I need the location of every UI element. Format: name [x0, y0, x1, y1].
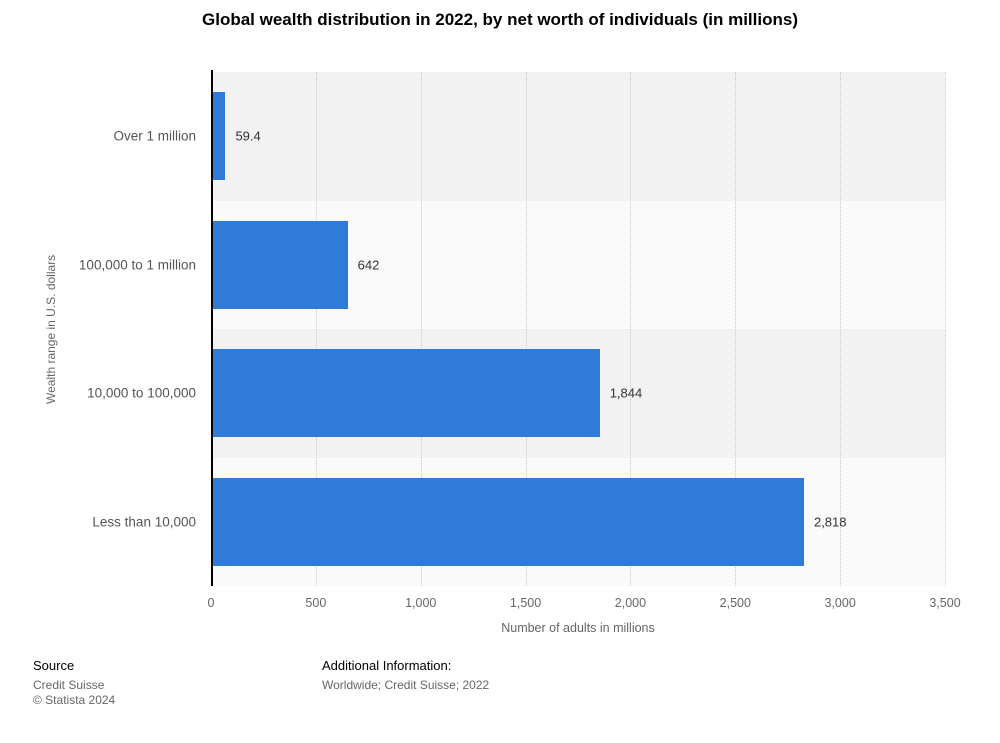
bar	[213, 477, 804, 566]
gridline	[735, 72, 737, 586]
x-tick-label: 2,500	[719, 596, 751, 610]
bar-value-label: 1,844	[609, 385, 643, 401]
row-band	[211, 72, 945, 201]
y-axis-line	[211, 70, 213, 586]
bar-value-label: 59.4	[235, 128, 261, 144]
category-label: Less than 10,000	[92, 514, 196, 530]
bar	[213, 349, 600, 438]
bar-value-label: 2,818	[813, 514, 847, 530]
additional-info-text: Worldwide; Credit Suisse; 2022	[322, 678, 490, 692]
plot-area: 59.4 642 1,844 2,818	[211, 70, 946, 586]
gridline	[420, 72, 422, 586]
x-tick-label: 500	[305, 596, 327, 610]
bar	[213, 92, 226, 181]
x-tick-label: 0	[207, 596, 215, 610]
x-tick-label: 2,000	[614, 596, 647, 610]
statista-copyright: © Statista 2024	[33, 693, 116, 707]
gridline	[945, 72, 946, 586]
x-tick-label: 1,500	[509, 596, 542, 610]
chart-title: Global wealth distribution in 2022, by n…	[202, 10, 798, 29]
source-block: Source Credit Suisse © Statista 2024	[33, 658, 115, 708]
additional-info-label: Additional Information:	[322, 658, 452, 673]
category-label: 10,000 to 100,000	[87, 385, 196, 401]
additional-info-block: Additional Information: Worldwide; Credi…	[322, 658, 489, 693]
source-name: Credit Suisse	[33, 678, 105, 692]
y-axis-category-labels: Over 1 million 100,000 to 1 million 10,000…	[0, 72, 196, 586]
x-tick-label: 3,000	[824, 596, 856, 610]
category-label: 100,000 to 1 million	[78, 257, 196, 273]
source-label: Source	[33, 658, 75, 673]
bar	[213, 220, 348, 309]
x-tick-label: 1,000	[405, 596, 437, 610]
bar-value-label: 642	[357, 257, 380, 273]
x-axis-title: Number of adults in millions	[501, 621, 655, 635]
x-axis-ticks: 0 500 1,000 1,500 2,000 2,500 3,000 3,500	[207, 596, 961, 612]
gridline	[525, 72, 527, 586]
gridline	[630, 72, 632, 586]
category-label: Over 1 million	[113, 128, 196, 144]
gridline	[315, 72, 317, 586]
x-tick-label: 3,500	[929, 596, 961, 610]
gridline	[840, 72, 842, 586]
